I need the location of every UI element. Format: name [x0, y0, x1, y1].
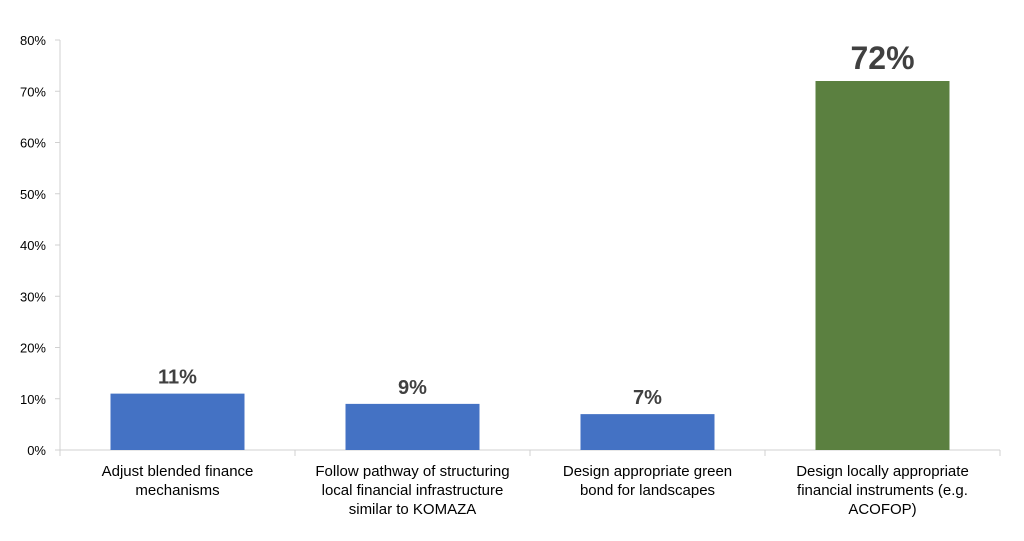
y-tick-label: 20%	[20, 341, 46, 356]
y-tick-label: 80%	[20, 33, 46, 48]
data-labels: 11% 9% 7% 72%	[158, 40, 914, 409]
bar	[815, 81, 950, 450]
category-label: financial instruments (e.g.	[797, 482, 968, 499]
y-tick-label: 10%	[20, 392, 46, 407]
bars	[110, 81, 950, 450]
data-label: 72%	[850, 40, 914, 76]
category-label: Adjust blended finance	[102, 463, 254, 480]
bar	[580, 414, 715, 450]
category-label: similar to KOMAZA	[349, 501, 477, 518]
y-tick-label: 40%	[20, 238, 46, 253]
y-tick-label: 0%	[27, 443, 46, 458]
category-label: ACOFOP)	[848, 501, 916, 518]
data-label: 11%	[158, 367, 197, 389]
category-label: mechanisms	[135, 482, 219, 499]
y-tick-label: 60%	[20, 136, 46, 151]
bar	[110, 393, 245, 450]
category-label: Design appropriate green	[563, 463, 732, 480]
category-label: bond for landscapes	[580, 482, 715, 499]
x-axis	[59, 449, 1001, 456]
y-tick-label: 70%	[20, 84, 46, 99]
y-tick-label: 30%	[20, 289, 46, 304]
category-label: Follow pathway of structuring	[315, 463, 509, 480]
category-label: Design locally appropriate	[796, 463, 969, 480]
bar	[345, 403, 480, 450]
y-axis: 0% 10% 20% 30% 40% 50% 60% 70% 80%	[20, 33, 61, 458]
category-labels: Adjust blended finance mechanisms Follow p…	[102, 463, 969, 518]
data-label: 9%	[398, 377, 427, 399]
category-label: local financial infrastructure	[322, 482, 504, 499]
y-tick-label: 50%	[20, 187, 46, 202]
data-label: 7%	[633, 387, 662, 409]
